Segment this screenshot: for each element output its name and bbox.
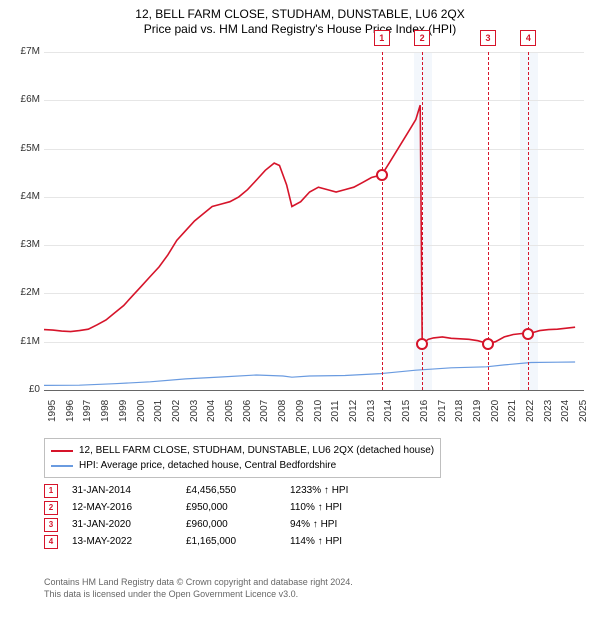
sales-row-price: £960,000 [186,516,276,533]
sales-row-number: 3 [44,518,58,532]
page-subtitle: Price paid vs. HM Land Registry's House … [0,22,600,40]
chart-svg [44,52,584,390]
sales-row-date: 13-MAY-2022 [72,533,172,550]
x-axis-label: 2008 [277,400,288,422]
sales-row-price: £1,165,000 [186,533,276,550]
series-line [44,362,575,385]
x-axis-label: 2003 [189,400,200,422]
x-axis-label: 2012 [348,400,359,422]
x-axis-label: 2023 [543,400,554,422]
x-axis-label: 2013 [366,400,377,422]
y-axis-label: £3M [10,239,40,250]
sale-marker-dot [416,338,428,350]
sale-marker-number: 1 [374,30,390,46]
sales-row-date: 12-MAY-2016 [72,499,172,516]
y-axis-label: £7M [10,46,40,57]
sale-marker-line [382,52,383,390]
page-title: 12, BELL FARM CLOSE, STUDHAM, DUNSTABLE,… [0,0,600,22]
sales-row-date: 31-JAN-2014 [72,482,172,499]
y-axis-label: £4M [10,191,40,202]
series-line [44,105,575,344]
x-axis-label: 2006 [242,400,253,422]
x-axis-label: 1998 [100,400,111,422]
sales-row-pct: 1233% ↑ HPI [290,482,348,499]
sale-marker-number: 3 [480,30,496,46]
chart-plot-area: 1234 [44,52,584,390]
legend-swatch [51,450,73,452]
x-axis-label: 2005 [224,400,235,422]
x-axis-label: 2022 [525,400,536,422]
x-axis-label: 2025 [578,400,589,422]
sales-row-number: 4 [44,535,58,549]
sales-row-pct: 110% ↑ HPI [290,499,342,516]
sales-row-number: 1 [44,484,58,498]
x-axis-label: 2021 [507,400,518,422]
sales-row-pct: 94% ↑ HPI [290,516,337,533]
legend: 12, BELL FARM CLOSE, STUDHAM, DUNSTABLE,… [44,438,441,478]
x-axis-label: 2009 [295,400,306,422]
y-axis-label: £0 [10,384,40,395]
legend-item: HPI: Average price, detached house, Cent… [51,458,434,473]
y-axis-label: £2M [10,287,40,298]
x-axis-label: 2015 [401,400,412,422]
sale-marker-dot [522,328,534,340]
x-axis-label: 2019 [472,400,483,422]
x-axis-label: 1995 [47,400,58,422]
x-axis-label: 1996 [65,400,76,422]
x-axis-line [44,390,584,391]
x-axis-label: 2018 [454,400,465,422]
legend-label: HPI: Average price, detached house, Cent… [79,458,336,473]
legend-label: 12, BELL FARM CLOSE, STUDHAM, DUNSTABLE,… [79,443,434,458]
footer-attribution: Contains HM Land Registry data © Crown c… [44,576,353,600]
x-axis-label: 2014 [383,400,394,422]
sales-row-price: £4,456,550 [186,482,276,499]
x-axis-label: 2004 [206,400,217,422]
x-axis-label: 2016 [419,400,430,422]
sales-row: 3 31-JAN-2020 £960,000 94% ↑ HPI [44,516,348,533]
sale-marker-number: 4 [520,30,536,46]
y-axis-label: £1M [10,336,40,347]
x-axis-label: 2010 [313,400,324,422]
sales-row: 2 12-MAY-2016 £950,000 110% ↑ HPI [44,499,348,516]
sales-row-date: 31-JAN-2020 [72,516,172,533]
sales-row-price: £950,000 [186,499,276,516]
footer-line-1: Contains HM Land Registry data © Crown c… [44,576,353,588]
legend-swatch [51,465,73,467]
x-axis-label: 2001 [153,400,164,422]
x-axis-label: 2000 [136,400,147,422]
x-axis-label: 2011 [330,400,341,422]
x-axis-label: 2002 [171,400,182,422]
sale-marker-number: 2 [414,30,430,46]
legend-item: 12, BELL FARM CLOSE, STUDHAM, DUNSTABLE,… [51,443,434,458]
footer-line-2: This data is licensed under the Open Gov… [44,588,353,600]
x-axis-label: 1999 [118,400,129,422]
sale-marker-dot [482,338,494,350]
sales-row: 1 31-JAN-2014 £4,456,550 1233% ↑ HPI [44,482,348,499]
x-axis-label: 2020 [490,400,501,422]
x-axis-label: 2017 [437,400,448,422]
y-axis-label: £6M [10,94,40,105]
y-axis-label: £5M [10,143,40,154]
sales-row: 4 13-MAY-2022 £1,165,000 114% ↑ HPI [44,533,348,550]
x-axis-label: 2007 [259,400,270,422]
sale-marker-dot [376,169,388,181]
sales-row-pct: 114% ↑ HPI [290,533,342,550]
x-axis-label: 1997 [82,400,93,422]
sales-row-number: 2 [44,501,58,515]
sales-table: 1 31-JAN-2014 £4,456,550 1233% ↑ HPI 2 12-MAY… [44,482,348,550]
x-axis-label: 2024 [560,400,571,422]
